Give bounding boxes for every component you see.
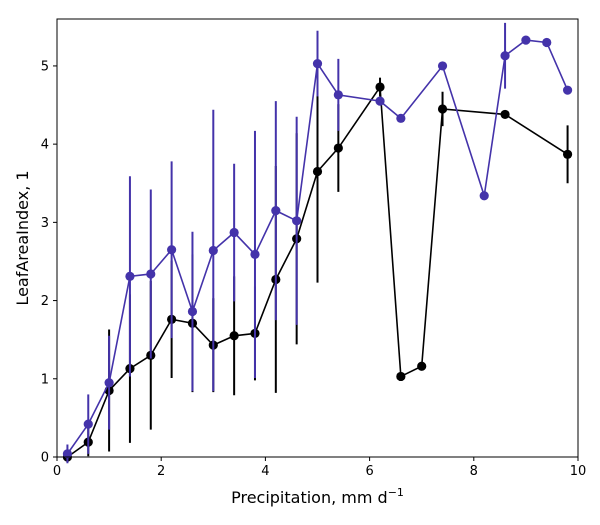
series-1-point xyxy=(292,216,302,226)
series-0-point xyxy=(500,109,510,120)
x-axis-label-sup: −1 xyxy=(388,486,404,499)
series-1-point xyxy=(167,245,177,255)
series-1-point xyxy=(437,61,448,71)
y-tick-label: 1 xyxy=(41,372,49,387)
y-axis-label: LeafAreaIndex, 1 xyxy=(13,170,32,305)
x-axis-label: Precipitation, mm d−1 xyxy=(231,486,404,507)
series-1-point xyxy=(125,271,135,281)
series-0-point xyxy=(417,361,427,371)
series-1-point xyxy=(208,245,218,256)
series-1-point xyxy=(250,249,260,260)
series-1-point xyxy=(375,96,385,106)
series-1 xyxy=(62,22,573,464)
series-1-point xyxy=(562,85,573,95)
series-layer xyxy=(62,22,573,464)
series-1-point xyxy=(479,191,489,201)
x-tick-label: 10 xyxy=(570,464,587,479)
series-0-point xyxy=(312,166,323,177)
series-1-point xyxy=(333,90,343,100)
series-0-point xyxy=(229,331,239,341)
x-axis-ticks: 0 2 4 6 8 10 xyxy=(53,457,586,479)
series-1-point xyxy=(83,419,93,429)
plot-frame xyxy=(56,18,579,458)
x-tick-label: 6 xyxy=(365,464,373,479)
y-tick-label: 0 xyxy=(41,451,49,466)
series-0-point xyxy=(437,104,448,114)
series-1-point xyxy=(146,269,156,279)
series-1-point xyxy=(229,227,239,238)
series-0-point xyxy=(333,143,343,153)
x-tick-label: 8 xyxy=(470,464,478,479)
y-axis-ticks: 0 1 2 3 4 5 xyxy=(41,59,57,466)
series-1-point xyxy=(396,113,406,123)
series-0-point xyxy=(396,371,406,382)
x-axis-label-text: Precipitation, mm d xyxy=(231,488,388,507)
series-1-point xyxy=(312,58,323,69)
y-tick-label: 5 xyxy=(41,59,49,74)
series-1-point xyxy=(500,51,510,61)
y-tick-label: 2 xyxy=(41,294,49,309)
series-1-point xyxy=(521,35,531,45)
x-tick-label: 2 xyxy=(157,464,165,479)
series-1-line xyxy=(66,39,569,455)
y-tick-label: 4 xyxy=(41,138,49,153)
x-tick-label: 4 xyxy=(261,464,269,479)
x-tick-label: 0 xyxy=(53,464,61,479)
series-1-point xyxy=(271,206,281,216)
series-1-point xyxy=(187,306,198,317)
y-tick-label: 3 xyxy=(41,216,49,231)
series-1-point xyxy=(62,449,73,459)
series-0-point xyxy=(375,82,385,92)
series-1-point xyxy=(542,37,552,48)
series-1-point xyxy=(104,378,114,388)
series-0-point xyxy=(562,149,573,159)
